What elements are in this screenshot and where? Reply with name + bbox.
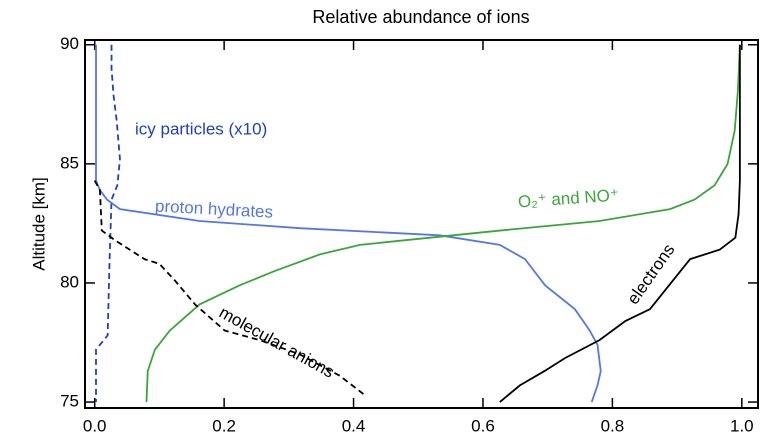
series-label: proton hydrates bbox=[155, 196, 274, 221]
x-tick-label: 1.0 bbox=[730, 416, 754, 435]
series-label: icy particles (x10) bbox=[135, 119, 267, 138]
y-axis-label: Altitude [km] bbox=[29, 177, 48, 271]
series-line bbox=[145, 44, 741, 403]
series-label: electrons bbox=[623, 240, 678, 307]
y-tick-label: 80 bbox=[60, 272, 79, 291]
plot-frame bbox=[84, 39, 759, 409]
chart-title: Relative abundance of ions bbox=[312, 7, 529, 27]
series-line bbox=[499, 44, 741, 403]
series-label: O₂⁺ and NO⁺ bbox=[517, 185, 619, 211]
x-tick-label: 0.0 bbox=[83, 416, 107, 435]
series-line bbox=[95, 44, 121, 403]
x-tick-label: 0.8 bbox=[601, 416, 625, 435]
x-tick-label: 0.2 bbox=[212, 416, 236, 435]
y-tick-label: 75 bbox=[60, 392, 79, 411]
x-tick-label: 0.6 bbox=[471, 416, 495, 435]
y-tick-label: 85 bbox=[60, 153, 79, 172]
y-tick-label: 90 bbox=[60, 34, 79, 53]
series-label: molecular anions bbox=[216, 303, 338, 382]
x-tick-label: 0.4 bbox=[342, 416, 366, 435]
series-line bbox=[93, 180, 366, 396]
series-line bbox=[95, 44, 602, 403]
